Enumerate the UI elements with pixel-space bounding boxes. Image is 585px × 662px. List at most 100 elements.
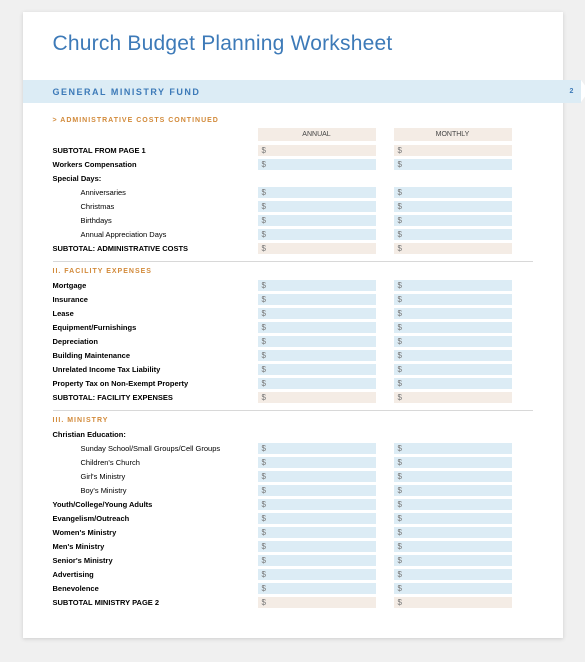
col-annual-header: ANNUAL [258,128,376,141]
monthly-cell: $ [394,280,512,291]
annual-cell [258,434,376,436]
annual-cell: $ [258,555,376,566]
row-label: Boy's Ministry [53,486,258,495]
table-row: Benevolence$$ [53,582,533,595]
annual-cell: $ [258,280,376,291]
monthly-cell: $ [394,229,512,240]
monthly-cell: $ [394,145,512,156]
monthly-cell: $ [394,583,512,594]
annual-cell: $ [258,215,376,226]
monthly-cell: $ [394,555,512,566]
monthly-cell: $ [394,597,512,608]
monthly-cell: $ [394,322,512,333]
annual-cell: $ [258,597,376,608]
row-label: Sunday School/Small Groups/Cell Groups [53,444,258,453]
row-label: Mortgage [53,281,258,290]
table-row: Insurance$$ [53,293,533,306]
table-row: Anniversaries$$ [53,186,533,199]
annual-cell: $ [258,187,376,198]
row-label: SUBTOTAL: ADMINISTRATIVE COSTS [53,244,258,253]
section3-rows: Christian Education: Sunday School/Small … [53,428,533,609]
row-label: SUBTOTAL FROM PAGE 1 [53,146,258,155]
row-label: Advertising [53,570,258,579]
monthly-cell: $ [394,392,512,403]
annual-cell [258,178,376,180]
monthly-cell: $ [394,336,512,347]
table-row: Children's Church$$ [53,456,533,469]
section2-rows: Mortgage$$Insurance$$Lease$$Equipment/Fu… [53,279,533,404]
row-label: Property Tax on Non-Exempt Property [53,379,258,388]
monthly-cell: $ [394,187,512,198]
row-label: Workers Compensation [53,160,258,169]
row-label: Youth/College/Young Adults [53,500,258,509]
monthly-cell: $ [394,527,512,538]
monthly-cell: $ [394,294,512,305]
section2-header: II. FACILITY EXPENSES [53,262,533,279]
row-label: Christian Education: [53,430,258,439]
annual-cell: $ [258,392,376,403]
monthly-cell [394,434,512,436]
annual-cell: $ [258,336,376,347]
section1-rows: SUBTOTAL FROM PAGE 1 $ $ Workers Compensati… [53,144,533,255]
annual-cell: $ [258,350,376,361]
section3-header: III. MINISTRY [53,411,533,428]
row-label: Lease [53,309,258,318]
table-row: Sunday School/Small Groups/Cell Groups$$ [53,442,533,455]
row-label: Women's Ministry [53,528,258,537]
table-row: Property Tax on Non-Exempt Property$$ [53,377,533,390]
monthly-cell: $ [394,457,512,468]
monthly-cell: $ [394,569,512,580]
row-label: Men's Ministry [53,542,258,551]
row-label: Annual Appreciation Days [53,230,258,239]
annual-cell: $ [258,527,376,538]
row-label: Equipment/Furnishings [53,323,258,332]
monthly-cell: $ [394,541,512,552]
monthly-cell: $ [394,513,512,524]
monthly-cell: $ [394,350,512,361]
annual-cell: $ [258,364,376,375]
table-row: Senior's Ministry$$ [53,554,533,567]
table-row: SUBTOTAL: ADMINISTRATIVE COSTS$$ [53,242,533,255]
monthly-cell: $ [394,201,512,212]
monthly-cell [394,178,512,180]
table-row: Women's Ministry$$ [53,526,533,539]
row-label: Special Days: [53,174,258,183]
table-row: Christmas$$ [53,200,533,213]
table-row: Special Days: [53,172,533,185]
fund-band: GENERAL MINISTRY FUND 2 [23,80,563,103]
monthly-cell: $ [394,485,512,496]
page-number: 2 [570,88,574,95]
table-row: Annual Appreciation Days$$ [53,228,533,241]
table-row: SUBTOTAL: FACILITY EXPENSES$$ [53,391,533,404]
row-label: Anniversaries [53,188,258,197]
table-row: Men's Ministry$$ [53,540,533,553]
table-row: Equipment/Furnishings$$ [53,321,533,334]
annual-cell: $ [258,457,376,468]
table-row: Christian Education: [53,428,533,441]
annual-cell: $ [258,229,376,240]
table-row: Boy's Ministry$$ [53,484,533,497]
table-row: SUBTOTAL FROM PAGE 1$$ [53,144,533,157]
monthly-cell: $ [394,308,512,319]
annual-cell: $ [258,378,376,389]
annual-cell: $ [258,308,376,319]
row-label: Insurance [53,295,258,304]
content: > ADMINISTRATIVE COSTS CONTINUED ANNUAL … [23,111,563,618]
row-label: Unrelated Income Tax Liability [53,365,258,374]
monthly-cell: $ [394,443,512,454]
row-label: Depreciation [53,337,258,346]
annual-cell: $ [258,243,376,254]
table-row: Unrelated Income Tax Liability$$ [53,363,533,376]
table-row: Youth/College/Young Adults$$ [53,498,533,511]
monthly-cell: $ [394,159,512,170]
annual-cell: $ [258,499,376,510]
annual-cell: $ [258,513,376,524]
table-row: Evangelism/Outreach$$ [53,512,533,525]
table-row: Birthdays$$ [53,214,533,227]
monthly-cell: $ [394,215,512,226]
row-label: Benevolence [53,584,258,593]
table-row: Mortgage$$ [53,279,533,292]
column-headers: ANNUAL MONTHLY [53,128,533,141]
annual-cell: $ [258,443,376,454]
row-label: Birthdays [53,216,258,225]
